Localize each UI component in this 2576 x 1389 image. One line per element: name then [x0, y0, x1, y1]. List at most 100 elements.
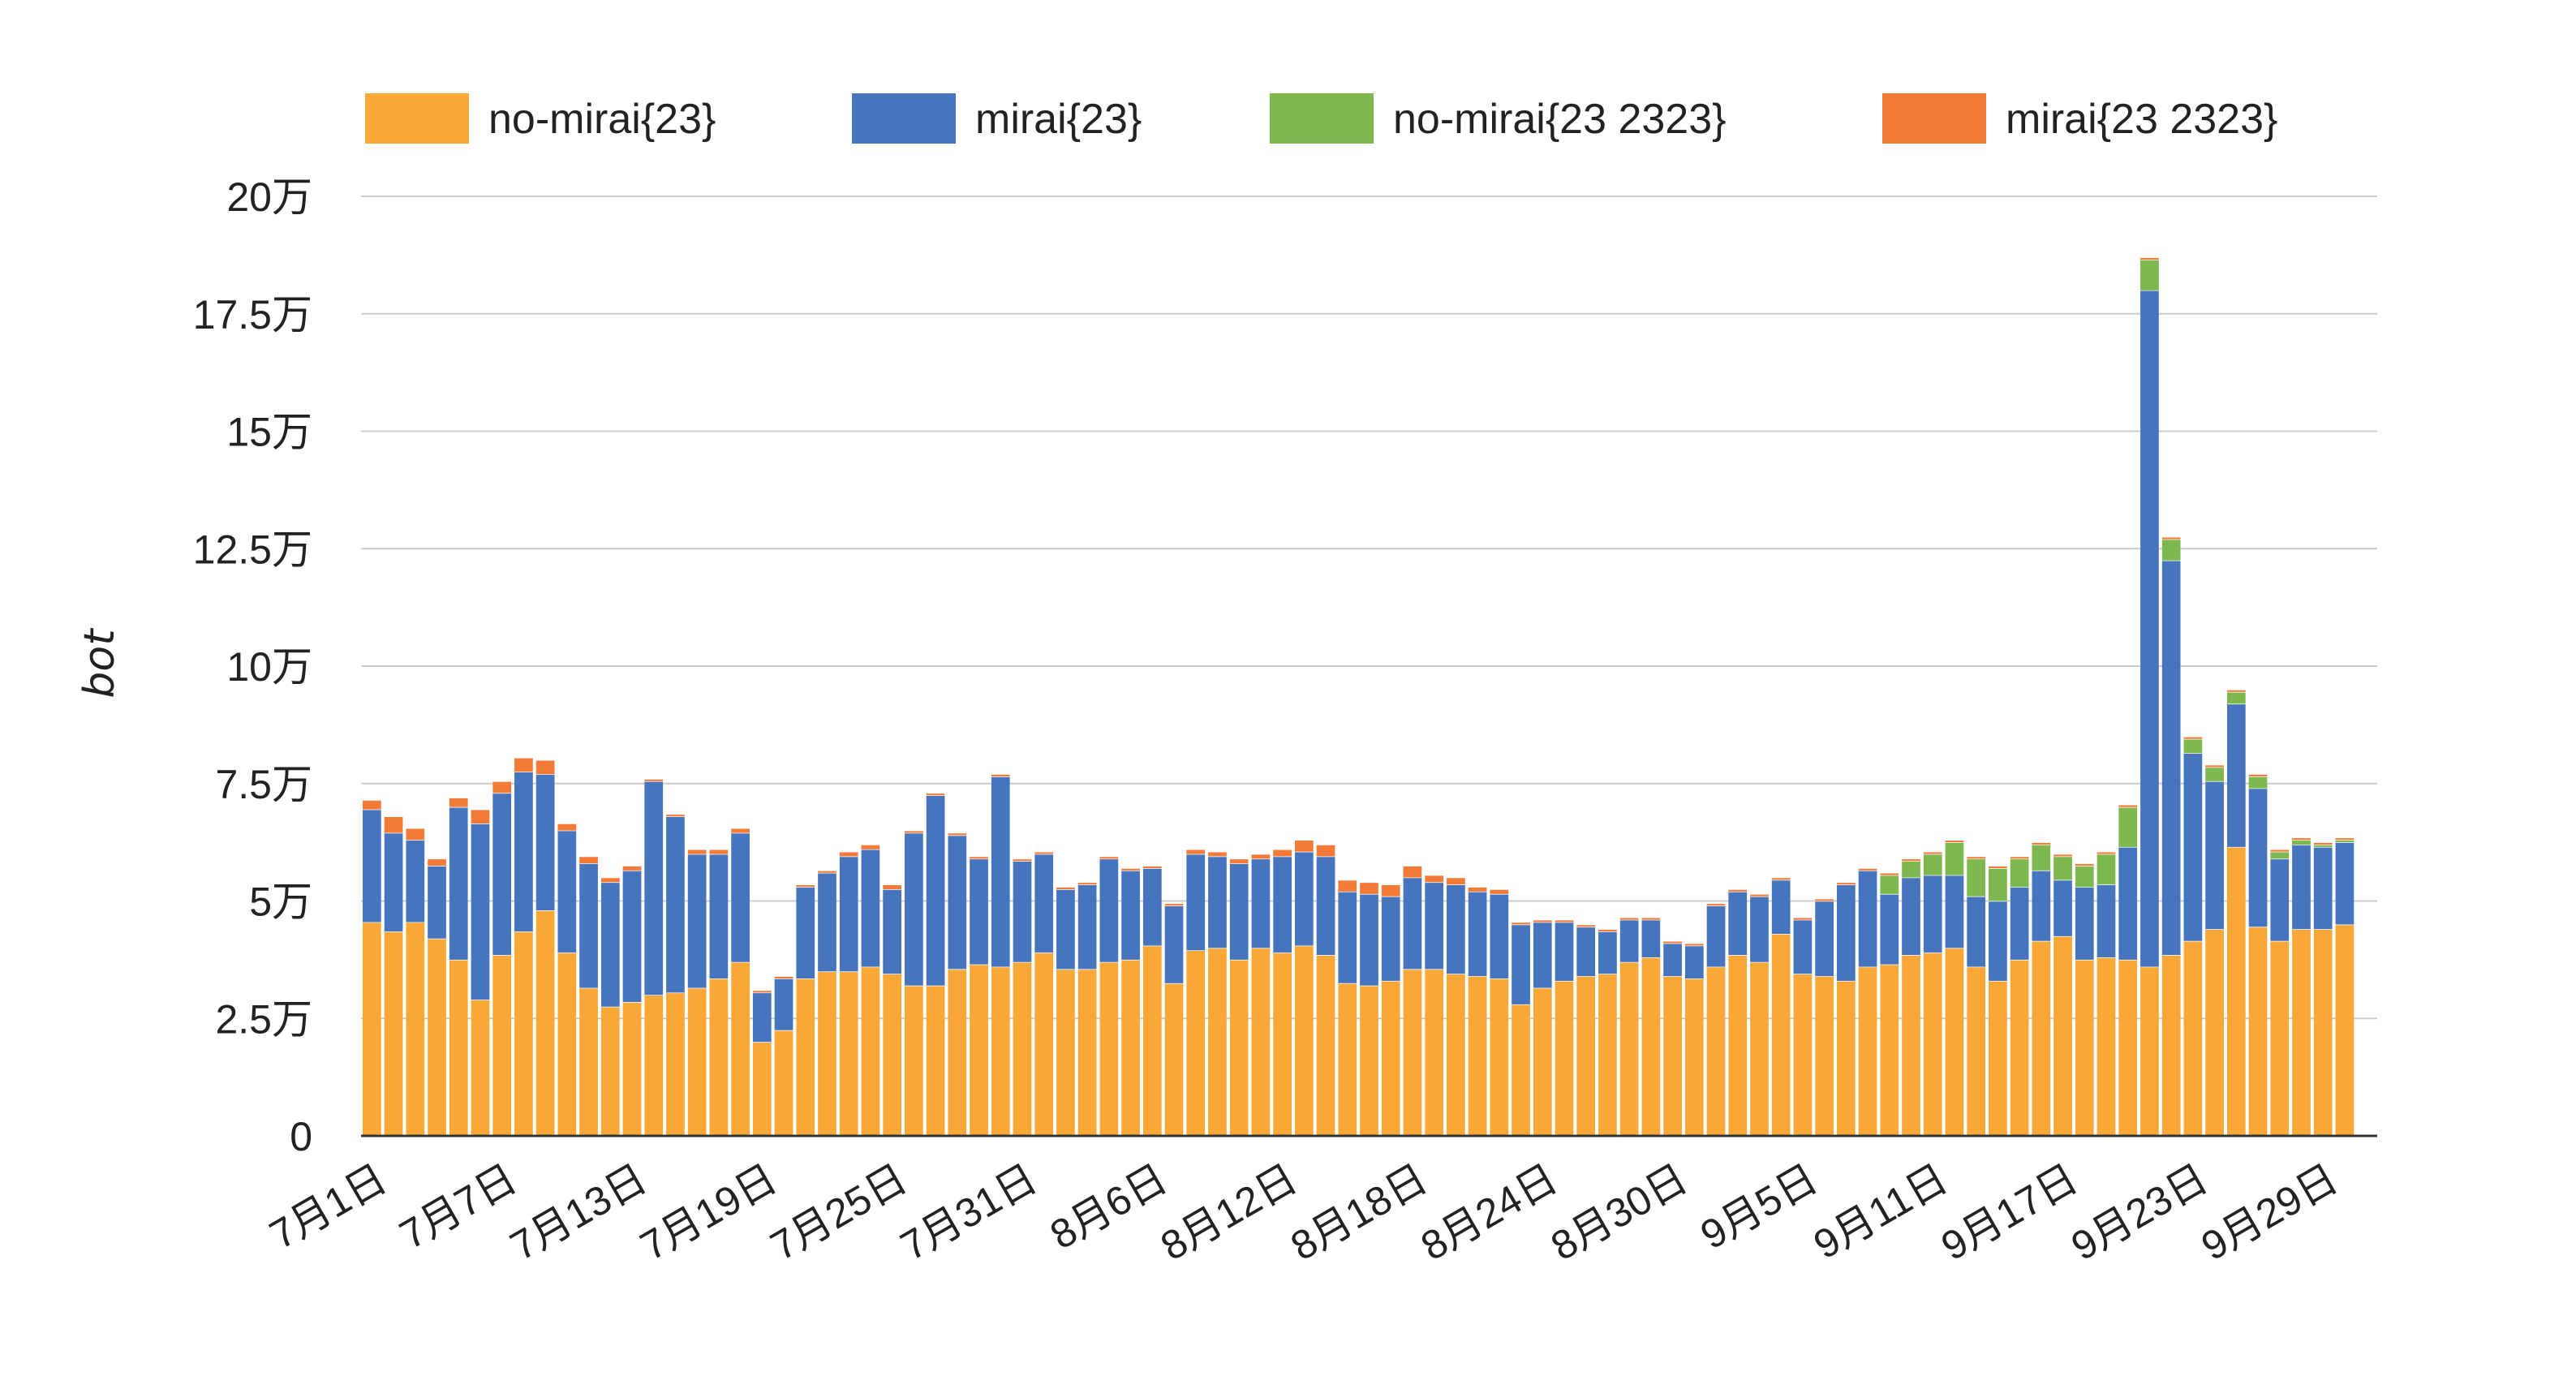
bar-segment: [384, 931, 403, 1136]
bar-segment: [709, 978, 729, 1136]
x-tick-label: 8月30日: [1543, 1155, 1695, 1269]
bar-segment: [2248, 776, 2268, 789]
bar-segment: [1034, 851, 1054, 854]
bar-segment: [2248, 927, 2268, 1136]
bar-segment: [1598, 974, 1617, 1136]
bar-segment: [687, 854, 707, 988]
bar-segment: [1989, 866, 2007, 868]
bar-segment: [883, 974, 901, 1136]
bar-segment: [1447, 877, 1465, 885]
bar-segment: [1576, 927, 1596, 977]
bar-segment: [818, 872, 836, 972]
bar-segment: [1468, 887, 1487, 892]
bar-segment: [2270, 851, 2290, 859]
bar-segment: [926, 795, 945, 986]
bar-segment: [926, 985, 945, 1136]
bar-segment: [1793, 974, 1813, 1136]
bar-segment: [2161, 536, 2181, 540]
bar-segment: [1099, 856, 1119, 859]
bar-segment: [514, 772, 533, 932]
bar-segment: [2226, 691, 2246, 704]
bar-segment: [1641, 917, 1661, 920]
bar-segment: [492, 955, 512, 1136]
x-tick: 9月5日: [1693, 1155, 1826, 1258]
bar-segment: [2010, 856, 2029, 859]
bar-segment: [1056, 889, 1075, 970]
bar-segment: [948, 835, 967, 970]
bar-segment: [428, 858, 446, 867]
bar-segment: [1706, 905, 1726, 967]
bar-segment: [2292, 840, 2311, 845]
bar-segment: [839, 856, 858, 972]
bar-segment: [2032, 842, 2051, 845]
bar-segment: [1793, 919, 1813, 974]
x-tick-label: 7月13日: [503, 1155, 655, 1269]
bar-segment: [363, 800, 381, 810]
bar-segment: [796, 978, 815, 1136]
bar-segment: [557, 953, 577, 1136]
bar-segment: [1902, 955, 1920, 1136]
bar-segment: [1273, 856, 1292, 953]
bar-segment: [1056, 887, 1075, 890]
bar-segment: [579, 863, 598, 988]
bar-segment: [1403, 877, 1422, 970]
bar-segment: [2270, 940, 2290, 1136]
bar-segment: [1555, 922, 1574, 981]
bar-segment: [1663, 976, 1682, 1136]
bar-segment: [1077, 882, 1097, 885]
bar-segment: [1381, 896, 1400, 981]
bar-segment: [2313, 846, 2333, 930]
bar-segment: [2118, 806, 2138, 847]
bar-segment: [1447, 974, 1465, 1136]
bar-segment: [2183, 736, 2203, 739]
y-tick-label: 15万: [226, 410, 312, 455]
bar-segment: [2292, 929, 2311, 1136]
bar-segment: [1923, 854, 1942, 875]
bar-segment: [449, 798, 468, 807]
legend-label: no-mirai{23}: [488, 96, 716, 143]
bar-segment: [471, 823, 490, 1000]
bar-segment: [970, 856, 988, 859]
bar-segment: [2032, 870, 2051, 941]
bar-segment: [1403, 866, 1422, 878]
bar-segment: [1121, 959, 1140, 1137]
x-tick-label: 8月18日: [1284, 1155, 1435, 1269]
bar-segment: [1902, 861, 1920, 878]
bar-segment: [1360, 893, 1378, 986]
bar-segment: [1164, 903, 1184, 906]
bar-segment: [428, 866, 446, 939]
y-tick-label: 10万: [226, 644, 312, 690]
bar-segment: [600, 1006, 620, 1136]
bar-segment: [731, 832, 750, 962]
bar-segment: [2096, 957, 2116, 1136]
x-tick-label: 8月6日: [1043, 1155, 1175, 1258]
bar-segment: [1490, 889, 1509, 894]
y-axis-title: bot: [75, 628, 124, 699]
bar-segment: [1923, 953, 1942, 1136]
bar-segment: [1858, 870, 1877, 967]
bar-segment: [2096, 854, 2116, 885]
bar-segment: [1186, 849, 1206, 854]
bars: [363, 256, 2355, 1137]
bar-segment: [2032, 940, 2051, 1136]
bar-segment: [1142, 866, 1162, 868]
bar-segment: [557, 830, 577, 953]
x-tick-label: 9月17日: [1933, 1155, 2085, 1269]
bar-segment: [1077, 884, 1097, 970]
x-tick-label: 9月29日: [2194, 1155, 2346, 1269]
bar-segment: [1923, 875, 1942, 953]
bar-segment: [2118, 846, 2138, 960]
bar-segment: [2205, 929, 2224, 1136]
bar-segment: [905, 985, 923, 1136]
bar-segment: [2226, 689, 2246, 692]
x-tick-label: 8月24日: [1413, 1155, 1565, 1269]
bar-segment: [1229, 863, 1249, 960]
x-tick-label: 8月12日: [1153, 1155, 1305, 1269]
bar-segment: [1121, 870, 1140, 960]
y-tick-label: 0: [290, 1114, 312, 1159]
x-tick-label: 7月19日: [633, 1155, 785, 1269]
bar-segment: [1425, 969, 1444, 1136]
bar-segment: [1533, 922, 1552, 988]
bar-segment: [1013, 858, 1032, 862]
